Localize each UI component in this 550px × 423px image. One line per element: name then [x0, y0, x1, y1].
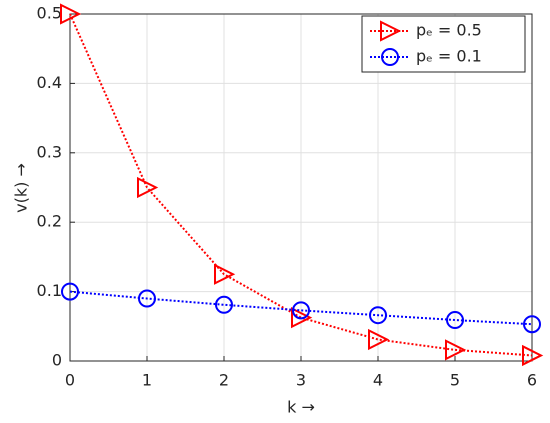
marker [446, 311, 464, 330]
legend: pₑ = 0.5 pₑ = 0.1 [361, 15, 526, 73]
x-tick-label: 1 [142, 371, 152, 390]
x-axis-label: k → [287, 398, 315, 417]
series-line [69, 290, 533, 326]
y-tick-label: 0.1 [37, 281, 62, 300]
y-tick-label: 0.2 [37, 212, 62, 231]
x-tick-label: 2 [219, 371, 229, 390]
legend-marker [380, 20, 402, 42]
marker [61, 282, 79, 301]
x-tick-label: 5 [450, 371, 460, 390]
y-tick-label: 0.5 [37, 4, 62, 23]
marker [445, 339, 467, 361]
marker [214, 263, 236, 285]
legend-marker [381, 48, 399, 66]
legend-label: pₑ = 0.1 [416, 47, 482, 66]
x-tick-label: 6 [527, 371, 537, 390]
marker [137, 176, 159, 199]
series-line [69, 13, 533, 357]
y-tick-label: 0.4 [37, 73, 62, 92]
marker [522, 344, 544, 367]
y-axis-label: v(k) → [12, 163, 31, 213]
marker [138, 289, 156, 308]
marker [291, 307, 313, 329]
x-tick-label: 3 [296, 371, 306, 390]
y-tick-label: 0.3 [37, 142, 62, 161]
marker [523, 315, 541, 334]
y-tick-label: 0 [52, 351, 62, 370]
marker [292, 301, 310, 320]
marker [368, 328, 390, 351]
marker [215, 295, 233, 314]
marker [60, 3, 82, 25]
plot-frame [69, 13, 533, 362]
marker [369, 306, 387, 325]
legend-label: pₑ = 0.5 [416, 21, 482, 40]
x-tick-label: 4 [373, 371, 383, 390]
x-tick-label: 0 [65, 371, 75, 390]
